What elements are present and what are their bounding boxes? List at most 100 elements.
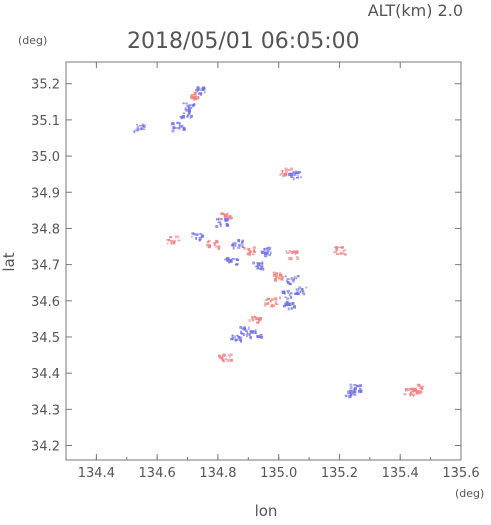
echo-pixel [183, 128, 186, 130]
echo-pixel [172, 242, 175, 244]
echo-pixel [244, 247, 246, 250]
echo-pixel [253, 246, 256, 248]
echo-pixel [249, 336, 252, 339]
echo-cluster [261, 247, 272, 257]
echo-pixel [266, 249, 269, 252]
echo-pixel [354, 387, 356, 389]
echo-pixel [241, 240, 244, 243]
echo-pixel [297, 293, 299, 295]
echo-pixel [137, 126, 139, 128]
echo-pixel [247, 253, 250, 255]
echo-pixel [229, 259, 232, 261]
echo-cluster [206, 240, 220, 250]
echo-pixel [300, 176, 302, 178]
echo-pixel [266, 248, 268, 250]
echo-cluster [252, 261, 264, 270]
echo-pixel [171, 122, 174, 125]
echo-pixel [251, 316, 253, 319]
echo-pixel [226, 257, 229, 260]
echo-pixel [182, 115, 185, 118]
echo-pixel [191, 236, 193, 238]
echo-pixel [249, 252, 251, 254]
echo-pixel [258, 321, 261, 323]
echo-pixel [360, 384, 362, 387]
echo-cluster [249, 316, 262, 324]
y-tick-label: 35.1 [31, 114, 60, 129]
echo-pixel [292, 279, 294, 282]
echo-pixel [295, 278, 297, 280]
echo-cluster [248, 329, 263, 339]
echo-pixel [257, 263, 260, 266]
x-tick-label: 135.6 [442, 466, 479, 481]
echo-pixel [345, 395, 348, 397]
echo-pixel [417, 384, 420, 386]
echo-pixel [273, 272, 275, 274]
echo-pixel [292, 302, 295, 305]
echo-pixel [290, 292, 292, 294]
echo-pixel [285, 296, 287, 298]
echo-pixel [183, 102, 185, 104]
echo-pixel [190, 107, 192, 109]
echo-pixel [222, 355, 225, 357]
echo-pixel [261, 266, 264, 269]
echo-pixel [274, 297, 277, 300]
echo-pixel [177, 235, 179, 238]
lat-unit-label: (deg) [18, 34, 47, 47]
echo-pixel [296, 257, 299, 260]
echo-pixel [219, 222, 221, 225]
echo-cluster [231, 239, 245, 249]
echo-pixel [197, 86, 200, 88]
altitude-label: ALT(km) 2.0 [368, 1, 463, 20]
echo-pixel [290, 257, 293, 260]
echo-pixel [221, 359, 224, 362]
echo-pixel [233, 242, 236, 244]
y-tick-label: 34.3 [31, 403, 60, 418]
echo-pixel [185, 103, 188, 105]
echo-pixel [202, 88, 205, 90]
echo-pixel [412, 394, 415, 396]
echo-pixel [353, 391, 356, 394]
echo-cluster [218, 353, 233, 362]
x-tick-label: 135.2 [321, 466, 358, 481]
echo-pixel [226, 216, 229, 218]
echo-cluster [190, 91, 199, 101]
y-tick-label: 35.2 [31, 78, 60, 93]
echo-cluster [180, 110, 193, 119]
echo-pixel [263, 248, 265, 251]
echo-pixel [190, 96, 192, 98]
echo-pixel [284, 172, 287, 175]
echo-pixel [286, 250, 288, 252]
echo-pixel [335, 246, 338, 248]
echo-pixel [257, 266, 259, 268]
echo-pixel [286, 301, 288, 303]
plot-axes: 134.4 134.6 134.8 135.0 135.2 135.4 135.634.23… [31, 62, 480, 481]
echo-pixel [405, 388, 407, 391]
echo-pixel [296, 251, 298, 253]
y-tick-label: 34.2 [31, 440, 60, 455]
x-tick-label: 134.4 [78, 466, 115, 481]
echo-pixel [360, 390, 362, 393]
echo-pixel [302, 291, 305, 294]
echo-cluster [412, 384, 424, 395]
echo-pixel [289, 283, 292, 285]
timestamp-title: 2018/05/01 06:05:00 [127, 29, 360, 54]
lon-unit-label: (deg) [455, 487, 484, 500]
echo-cluster [403, 388, 417, 398]
echo-pixel [285, 275, 287, 277]
echo-pixel [221, 212, 224, 215]
echo-pixel [199, 233, 201, 235]
echo-cluster [244, 246, 256, 255]
echo-pixel [136, 124, 138, 126]
echo-pixel [137, 128, 139, 130]
echo-pixel [288, 173, 290, 176]
echo-pixel [338, 247, 341, 249]
echo-pixel [247, 248, 250, 251]
echo-pixel [238, 336, 240, 338]
echo-pixel [195, 237, 197, 240]
echo-cluster [273, 272, 285, 282]
echo-pixel [284, 168, 287, 170]
echo-pixel [219, 355, 221, 358]
echo-pixel [254, 331, 256, 334]
echo-pixel [224, 220, 226, 222]
echo-cluster [283, 301, 296, 311]
